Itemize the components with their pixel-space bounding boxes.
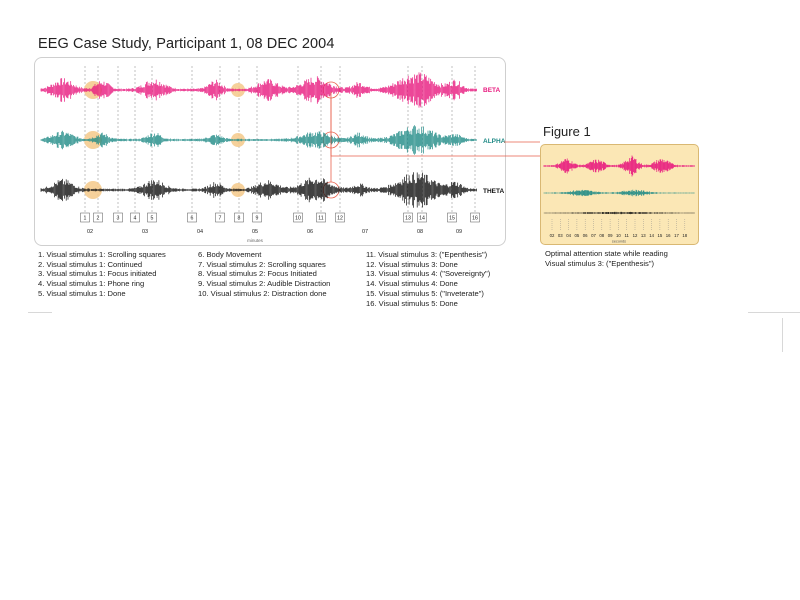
- beta-trace: [40, 72, 477, 108]
- x-tick-label: 02: [87, 229, 93, 235]
- legend-item: 10. Visual stimulus 2: Distraction done: [198, 288, 327, 298]
- figure1-caption-line2: Visual stimulus 3: ("Epenthesis"): [545, 258, 655, 268]
- figure1-chart: 02 03 04 05 06 07 08 09 10 11 12 13 14 15 16 17 18 second…: [543, 155, 695, 244]
- marker-box: [113, 212, 123, 223]
- legend-item: 6. Body Movement: [198, 250, 262, 259]
- page-title: EEG Case Study, Participant 1, 08 DEC 20…: [38, 36, 335, 52]
- legend-item: 2. Visual stimulus 1: Continued: [38, 259, 143, 269]
- inset-x-tick-label: 07: [591, 233, 596, 238]
- marker-label: 5: [151, 216, 154, 222]
- marker-label: 6: [191, 216, 194, 222]
- marker-box: [252, 212, 262, 223]
- inset-x-tick-label: 11: [624, 233, 629, 238]
- inset-x-tick-label: 03: [558, 233, 563, 238]
- marker-box: [470, 212, 480, 223]
- crop-mark: [748, 312, 800, 313]
- figure1-caption: Optimal attention state while reading Vi…: [545, 249, 668, 268]
- marker-label: 13: [405, 216, 411, 222]
- inset-x-tick-label: 04: [566, 233, 571, 238]
- x-tick-label: 06: [307, 229, 313, 235]
- inset-beta-trace: [543, 155, 695, 177]
- inset-x-tick-label: 17: [674, 233, 679, 238]
- marker-box: [335, 212, 345, 223]
- legend-item: 9. Visual stimulus 2: Audible Distractio…: [198, 279, 331, 289]
- marker-label: 8: [238, 216, 241, 222]
- marker-label: 10: [295, 216, 301, 222]
- marker-label: 9: [256, 216, 259, 222]
- inset-x-axis-label: seconds: [612, 240, 626, 244]
- marker-box: [93, 212, 103, 223]
- marker-label: 2: [97, 216, 100, 222]
- legend-item: 16. Visual stimulus 5: Done: [366, 298, 458, 308]
- crop-mark: [28, 312, 52, 313]
- inset-x-tick-label: 16: [666, 233, 671, 238]
- legend-column-2: 6. Body Movement 7. Visual stimulus 2: S…: [198, 250, 330, 299]
- marker-box: [234, 212, 244, 223]
- inset-alpha-trace: [543, 189, 695, 197]
- legend-item: 15. Visual stimulus 5: ("Inveterate"): [366, 288, 484, 298]
- marker-box: [80, 212, 90, 223]
- x-tick-label: 07: [362, 229, 368, 235]
- legend-item: 7. Visual stimulus 2: Scrolling squares: [198, 259, 326, 269]
- marker-box: [130, 212, 140, 223]
- legend-item: 4. Visual stimulus 1: Phone ring: [38, 279, 145, 289]
- x-tick-label: 05: [252, 229, 258, 235]
- inset-x-tick-label: 09: [608, 233, 613, 238]
- x-axis-label: minutes: [247, 238, 264, 243]
- inset-x-tick-label: 10: [616, 233, 621, 238]
- marker-box: [187, 212, 197, 223]
- inset-x-tick-label: 15: [658, 233, 663, 238]
- marker-box: [316, 212, 326, 223]
- x-tick-label: 09: [456, 229, 462, 235]
- inset-x-tick-label: 06: [583, 233, 588, 238]
- marker-label: 14: [419, 216, 425, 222]
- series-label: BETA: [483, 87, 501, 94]
- series-label: ALPHA: [483, 138, 505, 145]
- legend-item: 1. Visual stimulus 1: Scrolling squares: [38, 250, 166, 259]
- legend-item: 12. Visual stimulus 3: Done: [366, 259, 458, 269]
- figure-title: Figure 1: [543, 124, 591, 139]
- marker-label: 15: [449, 216, 455, 222]
- inset-x-tick-label: 08: [599, 233, 604, 238]
- legend-item: 13. Visual stimulus 4: ("Sovereignty"): [366, 269, 491, 279]
- legend-item: 14. Visual stimulus 4: Done: [366, 279, 458, 289]
- marker-label: 4: [134, 216, 137, 222]
- marker-label: 7: [219, 216, 222, 222]
- x-tick-label: 03: [142, 229, 148, 235]
- legend-column-1: 1. Visual stimulus 1: Scrolling squares …: [38, 250, 166, 299]
- crop-mark: [782, 318, 783, 352]
- marker-label: 11: [318, 216, 323, 222]
- marker-label: 16: [472, 216, 478, 222]
- marker-label: 3: [117, 216, 120, 222]
- marker-box: [147, 212, 157, 223]
- legend-item: 5. Visual stimulus 1: Done: [38, 288, 126, 298]
- figure1-inset-panel: 02 03 04 05 06 07 08 09 10 11 12 13 14 15 16 17 18 second…: [540, 144, 699, 245]
- marker-label: 1: [84, 216, 87, 222]
- inset-x-tick-label: 05: [575, 233, 580, 238]
- series-label: THETA: [483, 188, 504, 195]
- inset-theta-trace: [543, 211, 695, 215]
- eeg-main-panel: BETA ALPHA THETA 1 2 3 4 5 6 7 8 9 10 11 12 13 14 15 16 02 0…: [34, 57, 506, 246]
- legend-item: 3. Visual stimulus 1: Focus initiated: [38, 269, 157, 279]
- x-tick-label: 08: [417, 229, 423, 235]
- inset-x-tick-label: 02: [550, 233, 555, 238]
- legend-column-3: 11. Visual stimulus 3: ("Epenthesis") 12…: [366, 250, 490, 308]
- marker-box: [417, 212, 427, 223]
- figure1-caption-line1: Optimal attention state while reading: [545, 249, 668, 258]
- marker-box: [215, 212, 225, 223]
- inset-x-tick-label: 13: [641, 233, 646, 238]
- inset-x-tick-label: 12: [633, 233, 638, 238]
- inset-x-tick-label: 14: [649, 233, 654, 238]
- marker-label: 12: [337, 216, 343, 222]
- legend-item: 8. Visual stimulus 2: Focus Initiated: [198, 269, 317, 279]
- marker-box: [447, 212, 457, 223]
- legend-item: 11. Visual stimulus 3: ("Epenthesis"): [366, 250, 488, 259]
- inset-x-tick-label: 18: [682, 233, 687, 238]
- x-tick-label: 04: [197, 229, 203, 235]
- alpha-trace: [40, 125, 477, 155]
- theta-trace: [40, 172, 477, 208]
- marker-box: [293, 212, 303, 223]
- marker-box: [403, 212, 413, 223]
